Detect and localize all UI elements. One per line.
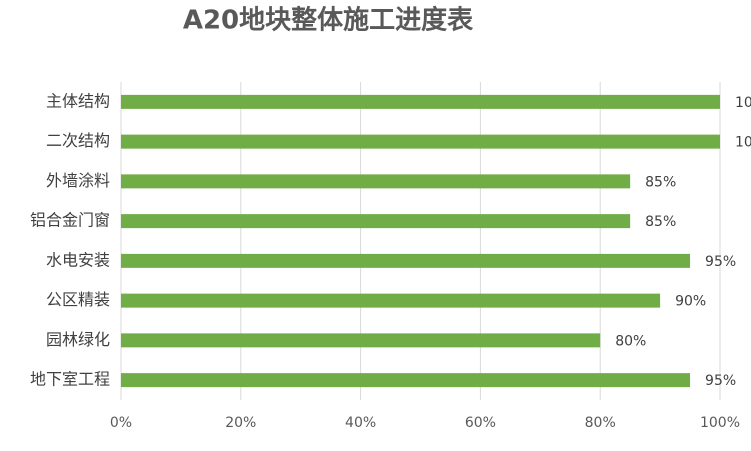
x-tick-label: 80% [585, 415, 616, 431]
y-tick-label: 园林绿化 [46, 330, 110, 349]
data-label: 85% [645, 174, 676, 190]
bar [121, 134, 720, 149]
chart-title: A20地块整体施工进度表 [183, 5, 474, 36]
data-label: 85% [645, 214, 676, 230]
y-tick-label: 主体结构 [46, 91, 110, 110]
data-label: 95% [705, 373, 736, 389]
data-label: 90% [675, 294, 706, 310]
data-label: 95% [705, 254, 736, 270]
data-label: 80% [615, 333, 646, 349]
bar [121, 373, 691, 388]
bar [121, 253, 691, 268]
x-tick-label: 60% [465, 415, 496, 431]
bar [121, 94, 720, 109]
y-tick-label: 公区精装 [46, 290, 110, 309]
bar [121, 333, 601, 348]
y-tick-label: 铝合金门窗 [30, 211, 110, 230]
y-tick-label: 地下室工程 [30, 370, 110, 389]
y-tick-label: 外墙涂料 [46, 171, 110, 190]
data-label: 100% [735, 95, 751, 111]
x-tick-label: 20% [225, 415, 256, 431]
data-label: 100% [735, 135, 751, 151]
x-tick-label: 100% [700, 415, 740, 431]
y-tick-label: 水电安装 [46, 250, 110, 269]
x-tick-label: 40% [345, 415, 376, 431]
bar [121, 293, 661, 308]
bar [121, 174, 631, 189]
x-tick-label: 0% [110, 415, 132, 431]
bar [121, 214, 631, 229]
y-tick-label: 二次结构 [46, 131, 110, 150]
